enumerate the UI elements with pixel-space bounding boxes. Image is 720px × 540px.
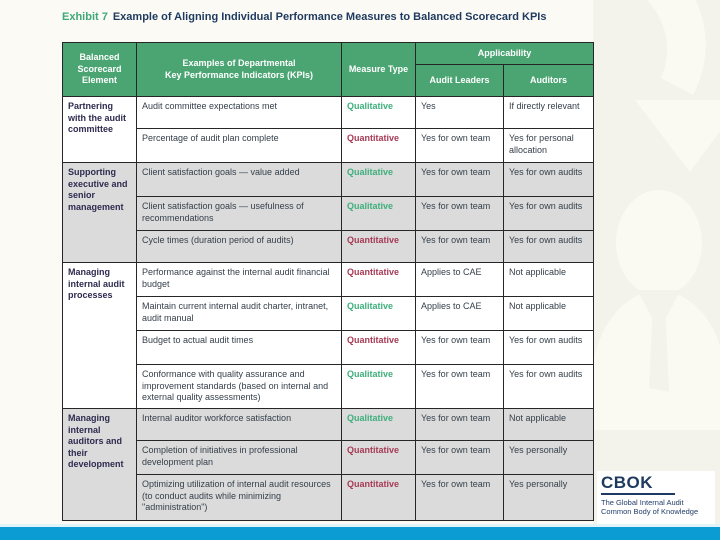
kpi-cell: Client satisfaction goals — usefulness o…	[136, 196, 342, 231]
audit-leaders-cell: Yes for own team	[415, 330, 504, 365]
scorecard-element-cell: Managing internal audit processes	[62, 262, 137, 409]
cbok-logo: CBOK The Global Internal Audit Common Bo…	[597, 471, 715, 527]
table-row: Partnering with the audit committee Audit…	[62, 96, 595, 163]
kpi-cell: Audit committee expectations met	[136, 96, 342, 129]
scorecard-element-cell: Managing internal auditors and their dev…	[62, 408, 137, 521]
kpi-cell: Internal auditor workforce satisfaction	[136, 408, 342, 441]
table-row: Managing internal audit processes Perform…	[62, 262, 595, 409]
measure-type-cell: Quantitative	[341, 440, 416, 475]
table-row: Percentage of audit plan complete Quantit…	[63, 128, 595, 163]
kpi-cell: Budget to actual audit times	[136, 330, 342, 365]
table-row: Managing internal auditors and their dev…	[62, 408, 595, 521]
auditors-cell: Yes for own audits	[502, 330, 595, 365]
cbok-tagline-line2: Common Body of Knowledge	[601, 507, 699, 516]
auditors-cell: Yes for own audits	[502, 364, 595, 409]
header-balanced-scorecard-element: Balanced Scorecard Element	[62, 42, 137, 97]
table-row: Conformance with quality assurance and i…	[63, 364, 595, 409]
cbok-tagline-line1: The Global Internal Audit	[601, 498, 684, 507]
table-row: Maintain current internal audit charter,…	[63, 296, 595, 331]
kpi-cell: Percentage of audit plan complete	[136, 128, 342, 163]
scorecard-element-cell: Partnering with the audit committee	[62, 96, 137, 163]
slide-title-text: Example of Aligning Individual Performan…	[112, 11, 547, 23]
table-row: Budget to actual audit times Quantitative…	[63, 330, 595, 365]
auditors-cell: Not applicable	[502, 296, 595, 331]
kpi-cell: Client satisfaction goals — value added	[136, 162, 342, 197]
measure-type-cell: Quantitative	[341, 230, 416, 263]
measure-type-cell: Qualitative	[341, 408, 416, 441]
header-departmental-kpis: Examples of Departmental Key Performance…	[136, 42, 342, 97]
measure-type-cell: Qualitative	[341, 364, 416, 409]
header-auditors: Auditors	[502, 64, 595, 97]
audit-leaders-cell: Applies to CAE	[415, 262, 504, 297]
header-row-top: Balanced Scorecard Element Examples of D…	[62, 42, 595, 97]
watermark-panel	[593, 0, 720, 527]
audit-leaders-cell: Applies to CAE	[415, 296, 504, 331]
table-row: Completion of initiatives in professiona…	[63, 440, 595, 475]
kpi-cell: Optimizing utilization of internal audit…	[136, 474, 342, 521]
measure-type-cell: Quantitative	[341, 474, 416, 521]
header-measure-type: Measure Type	[341, 42, 416, 97]
header-row-sub: Audit Leaders Auditors	[63, 64, 595, 97]
audit-leaders-cell: Yes for own team	[415, 474, 504, 521]
measure-type-cell: Qualitative	[341, 162, 416, 197]
auditors-cell: Yes for personal allocation	[502, 128, 595, 163]
measure-type-cell: Quantitative	[341, 128, 416, 163]
kpi-cell: Performance against the internal audit f…	[136, 262, 342, 297]
audit-leaders-cell: Yes for own team	[415, 162, 504, 197]
measure-type-cell: Qualitative	[341, 96, 416, 129]
table-row: Cycle times (duration period of audits) Q…	[63, 230, 595, 263]
auditors-cell: Yes for own audits	[502, 196, 595, 231]
auditors-cell: Yes for own audits	[502, 162, 595, 197]
measure-type-cell: Qualitative	[341, 196, 416, 231]
auditors-cell: If directly relevant	[502, 96, 595, 129]
audit-leaders-cell: Yes for own team	[415, 230, 504, 263]
audit-leaders-cell: Yes for own team	[415, 196, 504, 231]
table-row: Optimizing utilization of internal audit…	[63, 474, 595, 521]
kpi-table-container: Balanced Scorecard Element Examples of D…	[62, 42, 595, 521]
table-row: Supporting executive and senior manageme…	[62, 162, 595, 263]
audit-leaders-cell: Yes for own team	[415, 128, 504, 163]
audit-leaders-cell: Yes for own team	[415, 364, 504, 409]
person-arrow-watermark-icon	[593, 0, 720, 430]
auditors-cell: Yes personally	[502, 474, 595, 521]
audit-leaders-cell: Yes	[415, 96, 504, 129]
cbok-logo-name: CBOK	[601, 473, 654, 492]
auditors-cell: Yes personally	[502, 440, 595, 475]
bottom-bar-highlight	[0, 524, 720, 527]
measure-type-cell: Qualitative	[341, 296, 416, 331]
kpi-cell: Cycle times (duration period of audits)	[136, 230, 342, 263]
cbok-logo-rule	[601, 493, 675, 495]
audit-leaders-cell: Yes for own team	[415, 408, 504, 441]
table-row: Client satisfaction goals — usefulness o…	[63, 196, 595, 231]
header-applicability: Applicability	[414, 42, 595, 65]
auditors-cell: Not applicable	[502, 408, 595, 441]
kpi-cell: Maintain current internal audit charter,…	[136, 296, 342, 331]
kpi-alignment-table: Balanced Scorecard Element Examples of D…	[62, 42, 595, 521]
scorecard-element-cell: Supporting executive and senior manageme…	[62, 162, 137, 263]
header-audit-leaders: Audit Leaders	[415, 64, 504, 97]
auditors-cell: Yes for own audits	[502, 230, 595, 263]
slide-title: Exhibit 7 Example of Aligning Individual …	[62, 11, 602, 23]
measure-type-cell: Quantitative	[341, 262, 416, 297]
exhibit-label: Exhibit 7	[62, 11, 108, 23]
audit-leaders-cell: Yes for own team	[415, 440, 504, 475]
bottom-accent-bar	[0, 527, 720, 540]
kpi-cell: Conformance with quality assurance and i…	[136, 364, 342, 409]
auditors-cell: Not applicable	[502, 262, 595, 297]
measure-type-cell: Quantitative	[341, 330, 416, 365]
kpi-cell: Completion of initiatives in professiona…	[136, 440, 342, 475]
